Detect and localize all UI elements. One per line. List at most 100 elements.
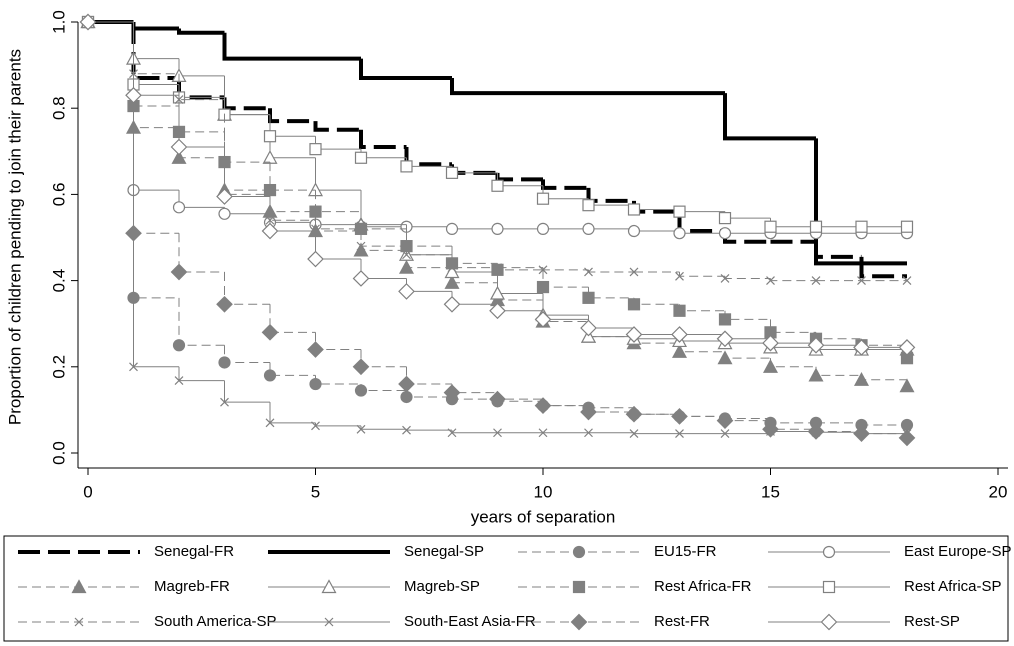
step-line	[404, 146, 452, 167]
marker	[718, 313, 732, 326]
marker	[172, 339, 186, 352]
marker	[808, 367, 824, 382]
marker	[718, 212, 732, 225]
marker	[321, 579, 337, 594]
step-line	[861, 422, 907, 426]
marker	[307, 250, 324, 268]
marker	[898, 429, 916, 447]
x-tick-label: 15	[761, 482, 780, 501]
step-line	[497, 263, 543, 271]
step-line	[178, 190, 225, 208]
marker	[534, 397, 552, 414]
marker	[900, 418, 914, 432]
step-line	[360, 149, 407, 159]
marker	[580, 319, 597, 337]
step-line	[633, 205, 680, 210]
step-line	[451, 246, 498, 264]
marker	[855, 220, 868, 233]
step-line	[406, 429, 452, 431]
step-line	[269, 362, 316, 376]
legend-label: South-East Asia-FR	[404, 613, 536, 630]
marker	[822, 580, 836, 594]
marker	[171, 150, 187, 164]
marker	[265, 418, 275, 428]
step-line	[451, 226, 498, 230]
marker	[216, 188, 233, 205]
marker	[398, 283, 415, 300]
marker	[673, 227, 686, 240]
x-tick-label: 10	[534, 482, 553, 501]
series	[79, 13, 916, 447]
marker	[491, 222, 504, 235]
marker	[716, 412, 734, 430]
step-line	[177, 28, 225, 35]
step-line	[360, 259, 407, 279]
step-line	[313, 121, 361, 132]
step-line	[269, 402, 316, 424]
marker	[673, 205, 686, 218]
step-line	[679, 304, 725, 312]
marker	[570, 613, 588, 631]
marker	[218, 207, 231, 220]
marker	[629, 267, 639, 277]
marker	[627, 224, 641, 238]
step-line	[770, 358, 816, 368]
step-line	[588, 269, 634, 273]
marker	[125, 224, 142, 242]
marker	[762, 334, 779, 352]
step-line	[178, 73, 225, 101]
marker	[809, 220, 823, 233]
marker	[718, 227, 732, 240]
marker	[807, 423, 825, 440]
marker	[853, 371, 870, 386]
step-line	[224, 97, 270, 116]
marker	[261, 323, 279, 341]
step-line	[131, 22, 179, 31]
marker	[627, 298, 641, 311]
series	[80, 14, 915, 393]
marker	[625, 405, 643, 423]
step-line	[406, 278, 452, 292]
marker	[580, 403, 597, 421]
step-line	[542, 269, 589, 288]
step-line	[859, 256, 907, 279]
step-line	[178, 233, 225, 273]
step-line	[315, 375, 361, 385]
legend-label: Rest-FR	[654, 613, 710, 630]
marker	[538, 265, 548, 275]
step-line	[861, 338, 907, 346]
marker	[354, 151, 368, 164]
marker	[534, 311, 552, 328]
marker	[129, 362, 138, 372]
marker	[445, 166, 459, 179]
step-line	[724, 310, 771, 320]
x-tick-label: 5	[311, 482, 320, 501]
series	[88, 20, 907, 279]
step-line	[315, 157, 361, 191]
series	[83, 17, 912, 286]
marker	[489, 302, 506, 320]
marker	[400, 160, 413, 173]
marker	[170, 263, 188, 281]
step-line	[633, 297, 680, 305]
step-line	[815, 366, 862, 376]
marker	[900, 220, 914, 233]
step-line	[269, 114, 316, 137]
marker	[398, 259, 415, 274]
marker	[536, 192, 550, 205]
marker	[443, 295, 461, 313]
marker	[572, 545, 586, 559]
step-line	[269, 304, 316, 333]
y-tick-label: 0.2	[49, 355, 68, 379]
marker	[899, 378, 915, 393]
marker	[400, 390, 413, 404]
marker	[902, 276, 912, 286]
step-line	[224, 146, 270, 198]
step-line	[814, 138, 862, 266]
step-line	[451, 267, 498, 284]
y-tick-label: 0.4	[49, 269, 68, 293]
marker	[216, 295, 233, 313]
step-line	[315, 332, 361, 351]
legend-label: Rest Africa-FR	[654, 578, 752, 595]
step-line	[268, 108, 316, 124]
